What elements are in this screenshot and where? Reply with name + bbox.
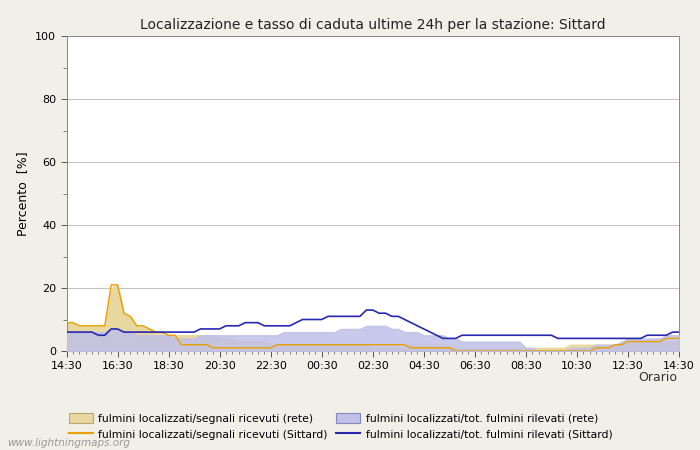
Text: Orario: Orario [638, 371, 678, 384]
Y-axis label: Percento  [%]: Percento [%] [17, 151, 29, 236]
Text: www.lightningmaps.org: www.lightningmaps.org [7, 438, 130, 448]
Title: Localizzazione e tasso di caduta ultime 24h per la stazione: Sittard: Localizzazione e tasso di caduta ultime … [140, 18, 606, 32]
Legend: fulmini localizzati/segnali ricevuti (rete), fulmini localizzati/segnali ricevut: fulmini localizzati/segnali ricevuti (re… [69, 413, 612, 440]
